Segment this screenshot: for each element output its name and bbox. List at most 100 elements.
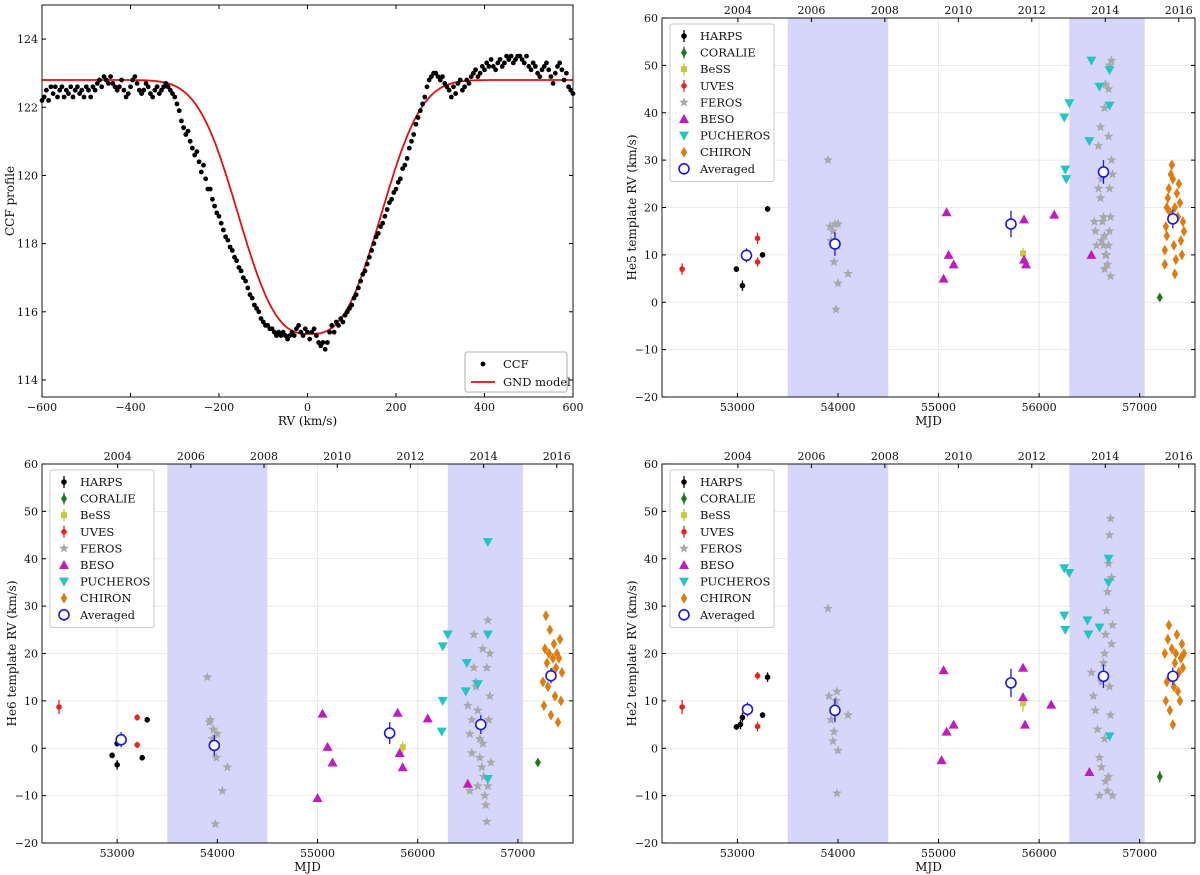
ccf-point	[88, 94, 94, 100]
ccf-point	[170, 91, 175, 96]
bess-point	[1020, 250, 1027, 257]
ccf-point	[216, 213, 222, 219]
ccf-point	[103, 77, 109, 83]
feros-point	[1106, 154, 1117, 165]
ccf-point	[353, 292, 359, 298]
ccf-point	[539, 67, 545, 73]
ccf-point	[495, 60, 501, 66]
feros-point	[483, 714, 494, 724]
ccf-point	[550, 81, 556, 86]
ccf-point	[395, 179, 401, 185]
averaged-point	[475, 718, 487, 731]
chiron-point	[1180, 225, 1188, 237]
y-tick-label: 10	[644, 695, 658, 708]
ccf-point	[247, 292, 253, 298]
coralie-point	[534, 757, 541, 768]
top-tick-label: 2004	[724, 4, 752, 17]
feros-point	[1105, 271, 1116, 281]
beso-point	[1086, 249, 1097, 259]
ccf-point	[52, 84, 58, 90]
ccf-point	[440, 74, 445, 79]
x-tick-label: 53000	[720, 401, 755, 414]
ccf-point	[451, 84, 456, 90]
ccf-panel: −600 −400 −200 0 200 400 600 114 116 118 120 122 124…	[3, 4, 584, 428]
y-tick-label: 50	[644, 59, 658, 72]
pucheros-point	[1059, 564, 1070, 574]
legend-label: UVES	[700, 525, 734, 539]
legend-label: CHIRON	[700, 145, 752, 159]
ccf-point	[260, 319, 266, 325]
averaged-point	[829, 704, 841, 717]
chiron-point	[1172, 254, 1180, 266]
ccf-point	[245, 285, 251, 291]
legend-marker-bess	[61, 512, 67, 519]
feros-point	[1098, 240, 1109, 250]
legend-label: CCF	[503, 357, 529, 371]
plot-frame	[661, 17, 1196, 398]
averaged-point	[383, 727, 396, 739]
feros-point	[1107, 790, 1118, 800]
feros-point	[1099, 733, 1110, 743]
legend-marker-chiron	[60, 592, 68, 604]
pucheros-point	[436, 727, 447, 737]
feros-point	[1098, 211, 1109, 222]
ccf-point	[145, 84, 151, 90]
y-tick-label: 124	[17, 33, 38, 46]
ccf-point	[136, 87, 142, 93]
ccf-point	[329, 323, 335, 328]
feros-point	[1103, 240, 1114, 250]
ccf-point	[117, 84, 122, 90]
feros-point	[1104, 681, 1115, 691]
x-tick-label: 54000	[820, 401, 855, 414]
uves-point	[754, 235, 761, 242]
pucheros-point	[1103, 554, 1114, 564]
y-tick-label: −20	[635, 837, 658, 850]
x-tick-label: 400	[474, 401, 495, 414]
ccf-point	[389, 196, 394, 202]
ccf-point	[552, 70, 558, 76]
ccf-point	[358, 278, 363, 284]
ccf-point	[471, 70, 476, 76]
ccf-point	[506, 57, 512, 62]
ccf-point	[387, 200, 392, 206]
legend-label: Averaged	[699, 162, 756, 176]
legend-marker-harps	[681, 479, 687, 485]
feros-point	[1103, 131, 1114, 141]
ccf-point	[429, 74, 434, 79]
averaged-point	[740, 249, 753, 262]
feros-point	[1094, 790, 1105, 800]
top-tick-label: 2004	[724, 450, 752, 463]
ccf-point	[479, 64, 485, 69]
chiron-point	[540, 700, 548, 712]
x-tick-label: 600	[563, 401, 584, 414]
y-tick-label: 20	[24, 648, 38, 661]
ccf-point	[92, 87, 98, 93]
y-tick-label: 20	[644, 202, 658, 215]
ccf-point	[541, 64, 547, 69]
feros-point	[217, 785, 228, 796]
ccf-point	[165, 84, 171, 90]
legend-label: GND model	[503, 375, 571, 389]
ccf-point	[106, 81, 111, 86]
ccf-point	[316, 340, 321, 345]
pucheros-point	[1061, 175, 1072, 185]
ccf-point	[46, 98, 51, 103]
ccf-point	[535, 70, 540, 76]
gnd-model-line	[42, 79, 573, 335]
ccf-point	[444, 84, 450, 90]
ccf-point	[362, 268, 368, 274]
coralie-point	[1156, 292, 1163, 303]
chiron-point	[1166, 704, 1174, 716]
ccf-point	[254, 306, 259, 311]
harps-point	[737, 721, 744, 728]
feros-point	[828, 735, 838, 746]
legend-label: HARPS	[700, 29, 743, 43]
ccf-point	[519, 57, 525, 62]
chiron-point	[1163, 202, 1171, 213]
chiron-point	[1170, 239, 1178, 251]
ccf-point	[378, 224, 383, 230]
feros-point	[482, 780, 493, 791]
feros-point	[476, 762, 487, 772]
ccf-point	[134, 81, 140, 86]
